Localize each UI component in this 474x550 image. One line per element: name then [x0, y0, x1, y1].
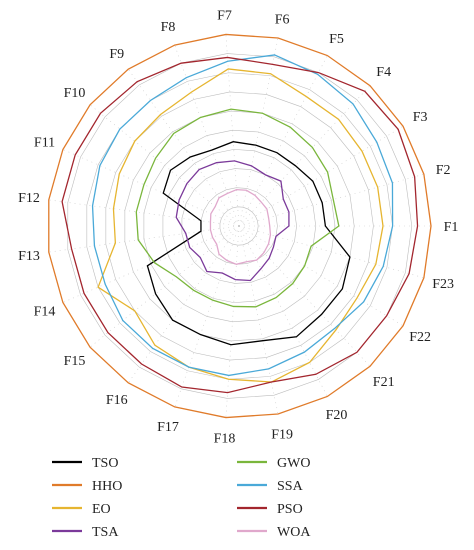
- grid-spoke: [225, 34, 240, 227]
- grid-spoke: [238, 225, 328, 397]
- grid-ring: [86, 72, 393, 380]
- grid-ring: [162, 149, 317, 303]
- radar-grid: [48, 34, 432, 418]
- axis-label-f3: F3: [413, 110, 428, 125]
- legend-label-gwo: GWO: [277, 456, 310, 471]
- series-line-eo: [97, 68, 384, 383]
- grid-spoke: [48, 199, 240, 227]
- series-line-tsa: [175, 160, 290, 282]
- grid-spoke: [62, 149, 240, 227]
- axis-label-f19: F19: [271, 428, 293, 443]
- axis-label-f2: F2: [436, 163, 451, 178]
- series-line-pso: [61, 56, 419, 394]
- legend-label-tsa: TSA: [92, 525, 119, 540]
- grid-spoke: [238, 85, 371, 227]
- series-line-woa: [209, 188, 272, 265]
- legend-label-woa: WOA: [277, 525, 311, 540]
- grid-ring: [219, 206, 259, 246]
- axis-label-f11: F11: [34, 136, 55, 151]
- legend: TSO HHO EO TSA GWO SSA PSO WOA: [52, 456, 311, 540]
- axis-label-f6: F6: [275, 12, 290, 27]
- grid-spoke: [128, 68, 240, 227]
- grid-ring: [143, 129, 336, 323]
- series-line-gwo: [135, 108, 340, 308]
- axis-label-f14: F14: [34, 304, 56, 319]
- axis-label-f9: F9: [109, 47, 124, 62]
- axis-label-f13: F13: [18, 249, 40, 264]
- grid-spoke: [89, 225, 240, 348]
- axis-label-f20: F20: [326, 408, 348, 423]
- series-line-ssa: [91, 54, 394, 377]
- grid-spoke: [238, 125, 404, 227]
- grid-spoke: [225, 225, 240, 418]
- grid-spoke: [174, 225, 240, 408]
- legend-label-pso: PSO: [277, 502, 303, 517]
- axis-label-f7: F7: [217, 8, 232, 23]
- axis-label-f12: F12: [18, 191, 40, 206]
- grid-ring: [105, 91, 374, 361]
- axis-label-f15: F15: [64, 354, 86, 369]
- axis-label-f4: F4: [376, 65, 391, 80]
- grid-spoke: [238, 225, 404, 327]
- radar-series-group: [48, 33, 432, 419]
- grid-spoke: [89, 104, 240, 227]
- axis-labels: F1 F2 F3 F4 F5 F6 F7 F8 F9 F10 F11 F12 F13 F14 F15 F16 F…: [18, 8, 458, 446]
- legend-label-ssa: SSA: [277, 479, 304, 494]
- axis-label-f10: F10: [64, 86, 86, 101]
- axis-label-f8: F8: [161, 20, 176, 35]
- axis-label-f17: F17: [157, 420, 179, 435]
- axis-label-f5: F5: [329, 32, 344, 47]
- axis-label-f23: F23: [432, 277, 454, 292]
- grid-spoke: [238, 37, 279, 227]
- axis-label-f1: F1: [444, 220, 459, 235]
- grid-ring: [67, 53, 413, 399]
- series-line-hho: [48, 33, 432, 419]
- legend-label-eo: EO: [92, 502, 111, 517]
- grid-spoke: [48, 225, 240, 253]
- axis-label-f22: F22: [409, 330, 431, 345]
- legend-label-tso: TSO: [92, 456, 118, 471]
- grid-spoke: [128, 225, 240, 384]
- axis-label-f18: F18: [214, 432, 236, 447]
- series-line-tso: [146, 141, 351, 346]
- grid-spoke: [174, 44, 240, 227]
- grid-spoke: [238, 55, 328, 227]
- axis-label-f16: F16: [106, 393, 128, 408]
- grid-spoke: [238, 225, 424, 279]
- grid-ring: [124, 110, 355, 342]
- grid-spoke: [238, 225, 371, 367]
- legend-label-hho: HHO: [92, 479, 122, 494]
- axis-label-f21: F21: [373, 375, 395, 390]
